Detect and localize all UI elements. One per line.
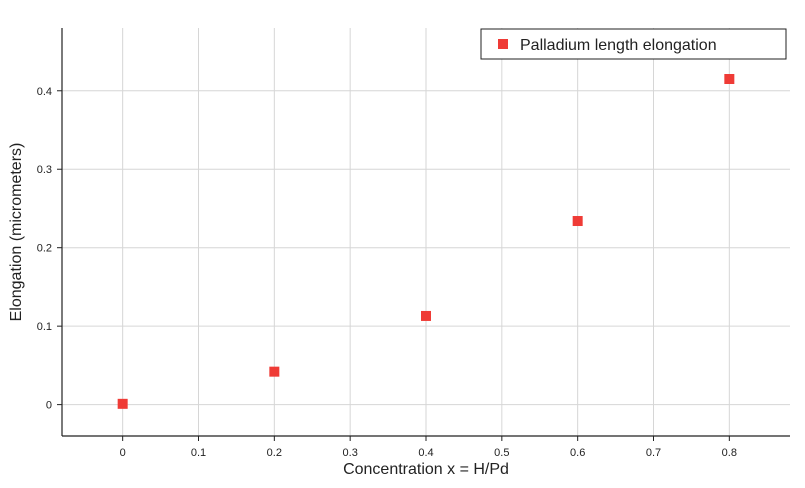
legend-box — [480, 28, 787, 60]
axes — [57, 28, 790, 441]
legend: Palladium length elongation — [480, 28, 787, 60]
y-tick-label: 0.3 — [37, 164, 52, 176]
x-tick-label: 0.2 — [267, 447, 282, 459]
x-tick-label: 0.6 — [570, 447, 585, 459]
x-axis-title: Concentration x = H/Pd — [343, 461, 509, 478]
grid-lines — [62, 28, 790, 436]
data-point — [269, 366, 280, 377]
x-tick-label: 0.7 — [646, 447, 661, 459]
legend-label: Palladium length elongation — [520, 37, 717, 54]
y-axis-title: Elongation (micrometers) — [8, 143, 25, 322]
data-points — [117, 74, 735, 409]
x-tick-label: 0.5 — [494, 447, 509, 459]
x-tick-label: 0.3 — [343, 447, 358, 459]
y-tick-label: 0.1 — [37, 321, 52, 333]
data-point — [572, 216, 583, 227]
tick-labels: 0 0.1 0.2 0.3 0.4 0.5 0.6 0.7 0.8 0 0.1 0.2 0.3 0.4 — [37, 86, 737, 459]
x-tick-label: 0.8 — [722, 447, 737, 459]
y-tick-label: 0 — [46, 400, 52, 412]
x-tick-label: 0.1 — [191, 447, 206, 459]
data-point — [724, 74, 735, 84]
data-point — [117, 398, 128, 409]
legend-marker — [498, 39, 508, 49]
x-tick-label: 0 — [120, 447, 126, 459]
x-tick-label: 0.4 — [418, 447, 433, 459]
data-point — [421, 310, 431, 321]
y-tick-label: 0.4 — [37, 86, 52, 98]
y-tick-label: 0.2 — [37, 243, 52, 255]
